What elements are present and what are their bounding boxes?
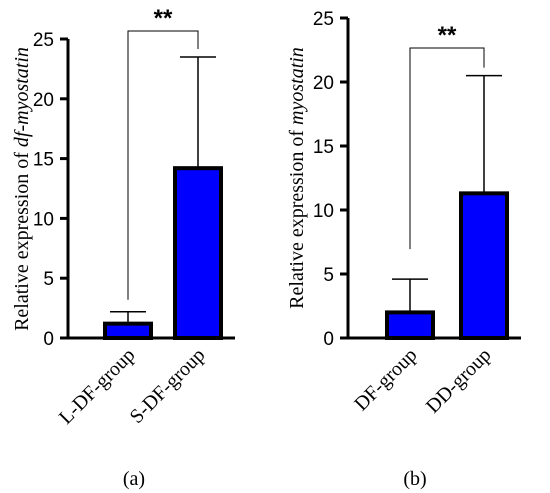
panel-b-bar [459,191,509,340]
panel-a: Relative expression of df-myostatin (a) … [11,5,235,490]
panel-b-y-tick-label: 0 [323,329,334,350]
panel-b-category-label: DF-group [350,344,421,415]
panel-b-significance-label: ** [438,22,457,49]
panel-a-label: (a) [123,468,145,490]
panel-a-y-tick-label: 5 [43,269,54,290]
panel-b-y-tick-label: 10 [313,201,334,222]
panel-b-y-tick-label: 5 [323,265,334,286]
panel-a-category-label: L-DF-group [55,344,140,429]
panel-a-y-tick-label: 25 [33,30,54,51]
panel-a-y-tick-label: 20 [33,90,54,111]
panel-a-y-tick-label: 15 [33,150,54,171]
panel-b-category-label: DD-group [422,344,496,418]
panel-b-label: (b) [403,468,426,490]
panel-b-y-tick-label: 25 [313,9,334,30]
panel-a-significance-bracket [127,30,199,300]
panel-a-y-axis-label: Relative expression of df-myostatin [11,47,33,331]
panel-a-y-tick-label: 10 [33,209,54,230]
panel-b: Relative expression of myostatin (b) 0 5 1… [286,9,521,490]
panel-b-y-axis-label: Relative expression of myostatin [286,47,308,309]
panel-b-bar [385,310,435,340]
panel-b-y-tick-label: 20 [313,73,334,94]
panel-a-significance-label: ** [154,5,173,32]
panel-a-bar [173,166,223,340]
panel-b-significance-bracket [409,47,485,250]
panel-b-y-tick-label: 15 [313,137,334,158]
panel-a-category-label: S-DF-group [126,344,210,428]
panel-a-y-tick-label: 0 [43,329,54,350]
panel-a-bar [103,321,153,341]
